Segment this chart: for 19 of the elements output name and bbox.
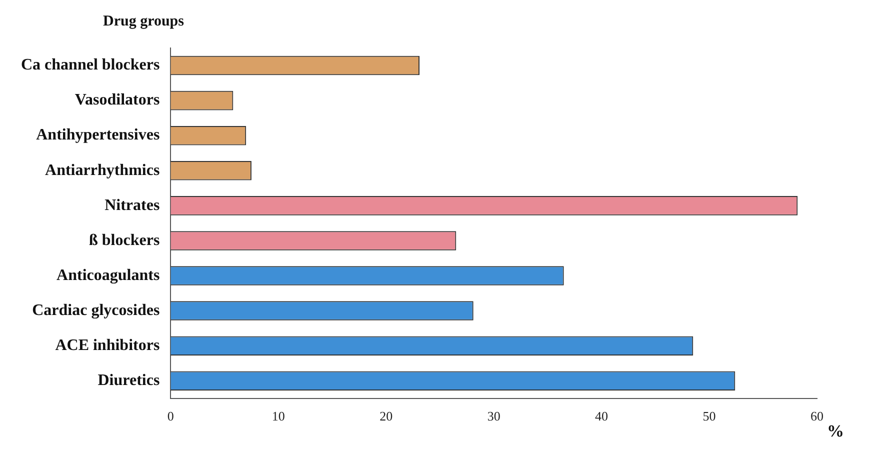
x-tick-label: 0 [167, 408, 174, 424]
y-tick-label: Cardiac glycosides [32, 302, 160, 319]
y-tick-label: ß blockers [89, 232, 160, 249]
y-tick-label: Nitrates [104, 196, 160, 214]
x-tick-label: 40 [595, 408, 608, 424]
y-tick-label: Anticoagulants [56, 266, 160, 284]
y-tick-label: Antihypertensives [36, 126, 160, 144]
y-axis-title: Drug groups [103, 13, 184, 30]
y-tick-label: Vasodilators [74, 92, 160, 109]
x-axis-title: % [827, 421, 844, 440]
x-tick-label: 60 [810, 408, 824, 424]
y-tick-label: Ca channel blockers [21, 56, 160, 74]
y-tick-label: Diuretics [98, 372, 160, 390]
x-tick-label: 20 [380, 408, 393, 424]
y-tick-label: Antiarrhythmics [45, 162, 160, 179]
x-tick-label: 50 [702, 408, 716, 424]
y-tick-label: ACE inhibitors [55, 336, 160, 354]
x-tick-label: 10 [272, 408, 285, 424]
x-tick-label: 30 [487, 408, 500, 424]
